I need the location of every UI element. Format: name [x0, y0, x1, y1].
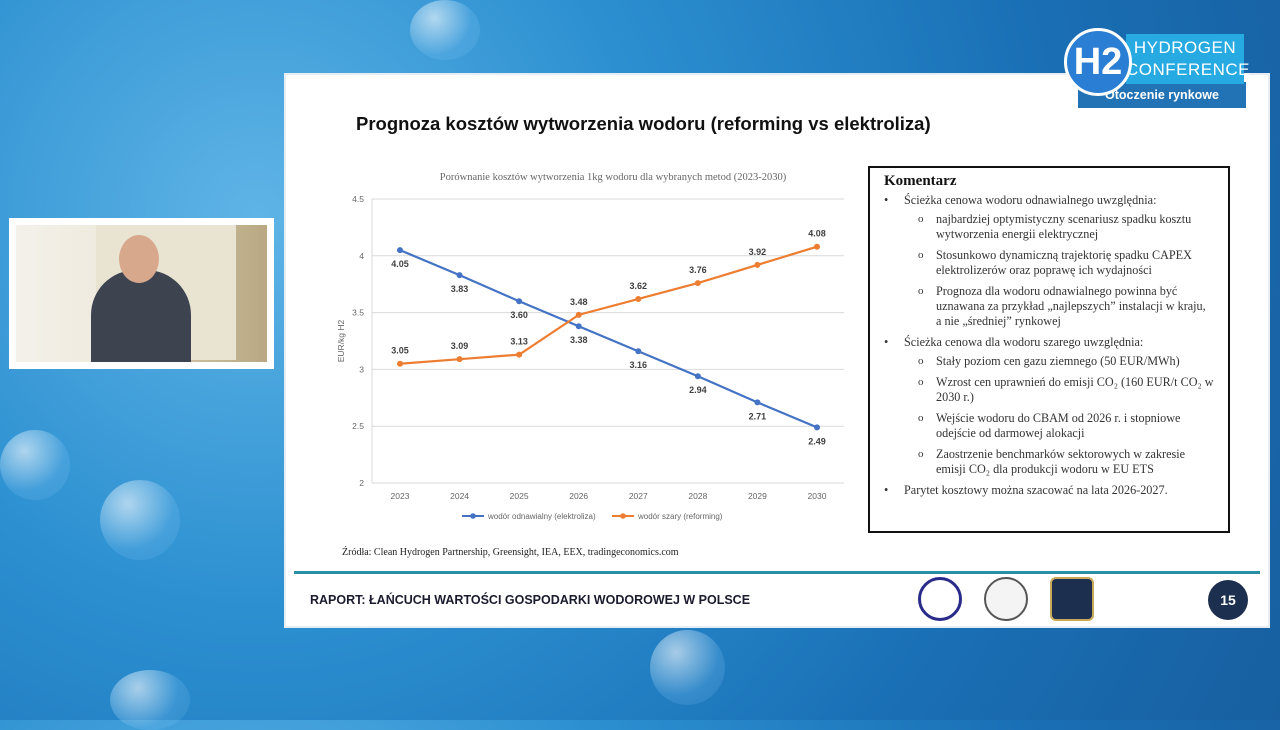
x-tick-label: 2027	[629, 491, 648, 501]
data-point	[397, 247, 403, 254]
data-point	[575, 311, 582, 318]
data-point	[456, 272, 463, 279]
footer-title: RAPORT: ŁAŃCUCH WARTOŚCI GOSPODARKI WODO…	[310, 593, 751, 607]
data-label: 4.05	[391, 259, 409, 269]
data-point	[456, 356, 463, 363]
y-tick-label: 4.5	[352, 194, 364, 204]
legend-marker	[620, 513, 626, 519]
h2-logo-icon: H2	[1064, 28, 1132, 96]
data-label: 3.62	[630, 281, 648, 291]
brand-name-line1: HYDROGEN	[1133, 38, 1237, 57]
source-note: Źródła: Clean Hydrogen Partnership, Gree…	[342, 547, 679, 558]
comment-heading: Komentarz	[884, 173, 957, 189]
legend-marker	[470, 513, 476, 519]
comment-bullet: Parytet kosztowy można szacować na lata …	[884, 483, 1214, 498]
x-tick-label: 2025	[510, 491, 529, 501]
comment-subbullet: Wejście wodoru do CBAM od 2026 r. i stop…	[884, 411, 1214, 441]
comment-subbullet: Zaostrzenie benchmarków sektorowych w za…	[884, 447, 1214, 477]
legend-label: wodór odnawialny (elektroliza)	[487, 512, 596, 521]
speaker-video-inset	[9, 218, 274, 369]
data-label: 3.13	[510, 337, 528, 347]
data-point	[754, 399, 761, 406]
x-tick-label: 2029	[748, 491, 767, 501]
y-tick-label: 3	[359, 364, 364, 374]
data-label: 3.48	[570, 297, 588, 307]
y-tick-label: 3.5	[352, 308, 364, 318]
x-tick-label: 2028	[688, 491, 707, 501]
background-bubble	[650, 630, 725, 705]
data-label: 3.09	[451, 341, 469, 351]
data-label: 2.49	[808, 436, 826, 446]
slide-title: Prognoza kosztów wytworzenia wodoru (ref…	[356, 113, 931, 134]
speaker-figure	[91, 270, 191, 362]
series-line-0	[399, 249, 818, 429]
background-bubble	[100, 480, 180, 560]
data-point	[635, 295, 642, 302]
y-tick-label: 4	[359, 251, 364, 261]
brand-name-line2: CONFERENCE	[1126, 60, 1251, 79]
data-label: 2.71	[749, 411, 767, 421]
y-tick-label: 2.5	[352, 421, 364, 431]
data-label: 3.60	[510, 310, 528, 320]
comment-bullet: Ścieżka cenowa dla wodoru szarego uwzglę…	[884, 335, 1214, 350]
x-tick-label: 2024	[450, 491, 469, 501]
data-label: 2.94	[689, 385, 707, 395]
presentation-slide: Prognoza kosztów wytworzenia wodoru (ref…	[284, 73, 1270, 628]
data-label: 4.08	[808, 229, 826, 239]
ke-logo	[1050, 577, 1094, 621]
data-point	[814, 243, 820, 250]
comment-box: Komentarz Ścieżka cenowa wodoru odnawial…	[868, 166, 1230, 533]
data-label: 3.92	[749, 247, 767, 257]
comment-subbullet: Stosunkowo dynamiczną trajektorię spadku…	[884, 248, 1214, 278]
data-point	[694, 280, 701, 287]
ien-logo	[918, 577, 962, 621]
footer-divider	[294, 571, 1260, 574]
data-label: 3.05	[391, 346, 409, 356]
data-label: 3.16	[630, 360, 648, 370]
data-label: 3.38	[570, 335, 588, 345]
data-label: 3.83	[451, 284, 469, 294]
speaker-head	[119, 235, 159, 283]
data-point	[814, 424, 820, 431]
comment-list: Ścieżka cenowa wodoru odnawialnego uwzgl…	[884, 193, 1214, 498]
data-point	[635, 348, 642, 355]
background-bubble	[410, 0, 480, 60]
x-tick-label: 2023	[391, 491, 410, 501]
data-point	[397, 360, 403, 367]
y-axis-label: EUR/kg H2	[336, 319, 346, 362]
data-point	[575, 323, 582, 330]
university-seal-logo	[984, 577, 1028, 621]
background-bubble	[0, 430, 70, 500]
data-label: 3.76	[689, 265, 707, 275]
brand-name-box: HYDROGEN CONFERENCE	[1126, 34, 1251, 84]
data-point	[516, 298, 523, 305]
page-number-badge: 15	[1208, 580, 1248, 620]
data-point	[694, 373, 701, 380]
comment-subbullet: Wzrost cen uprawnień do emisji CO₂ (160 …	[884, 375, 1214, 405]
y-tick-label: 2	[359, 478, 364, 488]
series-line-1	[399, 245, 818, 365]
comment-bullet: Ścieżka cenowa wodoru odnawialnego uwzgl…	[884, 193, 1214, 208]
x-tick-label: 2030	[808, 491, 827, 501]
chart-title: Porównanie kosztów wytworzenia 1kg wodor…	[440, 172, 787, 183]
comment-subbullet: Prognoza dla wodoru odnawialnego powinna…	[884, 284, 1214, 329]
x-tick-label: 2026	[569, 491, 588, 501]
comment-subbullet: najbardziej optymistyczny scenariusz spa…	[884, 212, 1214, 242]
data-point	[754, 261, 761, 268]
legend-label: wodór szary (reforming)	[637, 512, 723, 521]
data-point	[516, 351, 523, 358]
background-bubble	[110, 670, 190, 730]
comment-subbullet: Stały poziom cen gazu ziemnego (50 EUR/M…	[884, 354, 1214, 369]
conference-brand: Otoczenie rynkowe HYDROGEN CONFERENCE H2	[1064, 24, 1251, 110]
line-chart: Porównanie kosztów wytworzenia 1kg wodor…	[336, 172, 844, 521]
